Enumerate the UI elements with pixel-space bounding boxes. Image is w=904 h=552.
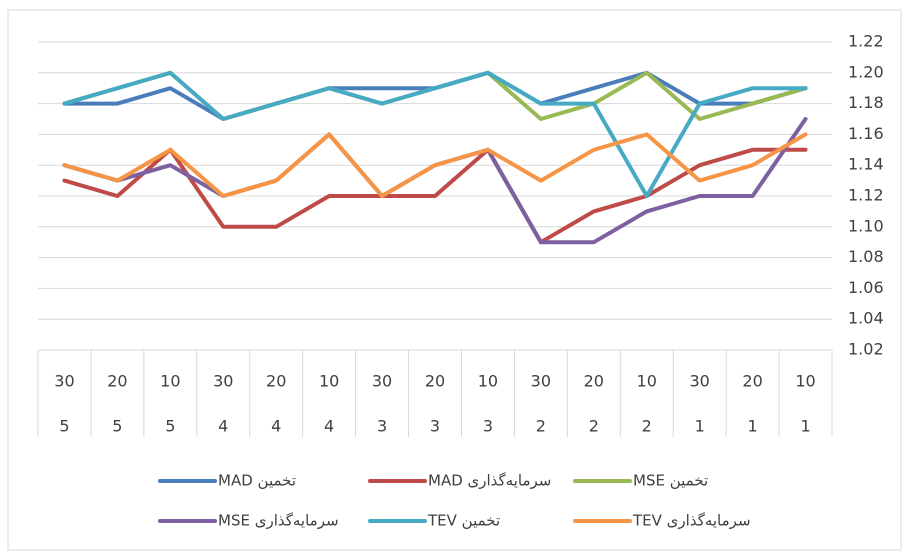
- y-tick-label: 1.10: [848, 216, 884, 235]
- x-tick-label: 20: [425, 372, 445, 391]
- x-tick-label: 10: [478, 372, 498, 391]
- x-group-label: 3: [483, 417, 493, 436]
- y-tick-label: 1.16: [848, 124, 884, 143]
- x-group-label: 5: [59, 417, 69, 436]
- legend-label: سرمایه‌گذاری MAD: [428, 472, 551, 490]
- x-group-label: 5: [165, 417, 175, 436]
- x-tick-label: 10: [160, 372, 180, 391]
- x-group-label: 2: [589, 417, 599, 436]
- chart-border: [7, 9, 902, 551]
- x-tick-label: 30: [213, 372, 233, 391]
- x-tick-label: 10: [637, 372, 657, 391]
- legend-label: سرمایه‌گذاری TEV: [632, 512, 751, 530]
- y-tick-label: 1.02: [848, 340, 884, 359]
- x-group-label: 1: [800, 417, 810, 436]
- x-group-label: 5: [112, 417, 122, 436]
- y-tick-label: 1.20: [848, 62, 884, 81]
- legend-label: سرمایه‌گذاری MSE: [218, 512, 339, 530]
- x-tick-label: 10: [795, 372, 815, 391]
- y-tick-label: 1.18: [848, 93, 884, 112]
- legend-label: تخمين MAD: [218, 472, 296, 490]
- x-tick-label: 30: [531, 372, 551, 391]
- series-line: [62, 132, 808, 198]
- x-tick-label: 30: [372, 372, 392, 391]
- x-tick-label: 20: [107, 372, 127, 391]
- x-group-label: 4: [271, 417, 281, 436]
- x-group-label: 3: [377, 417, 387, 436]
- x-tick-label: 20: [266, 372, 286, 391]
- y-tick-label: 1.04: [848, 309, 884, 328]
- x-group-label: 2: [536, 417, 546, 436]
- x-group-label: 4: [218, 417, 228, 436]
- y-tick-label: 1.12: [848, 186, 884, 205]
- x-tick-label: 20: [742, 372, 762, 391]
- x-tick-label: 30: [689, 372, 709, 391]
- x-group-label: 2: [642, 417, 652, 436]
- x-tick-label: 10: [319, 372, 339, 391]
- x-tick-label: 20: [584, 372, 604, 391]
- x-group-label: 1: [695, 417, 705, 436]
- legend-label: تخمين TEV: [427, 512, 500, 530]
- x-group-label: 1: [748, 417, 758, 436]
- legend-label: تخمین MSE: [633, 472, 708, 490]
- y-tick-label: 1.06: [848, 278, 884, 297]
- x-group-label: 3: [430, 417, 440, 436]
- x-tick-label: 30: [54, 372, 74, 391]
- series-line: [62, 70, 808, 198]
- x-group-label: 4: [324, 417, 334, 436]
- y-tick-label: 1.08: [848, 247, 884, 266]
- y-tick-label: 1.22: [848, 32, 884, 51]
- y-tick-label: 1.14: [848, 155, 884, 174]
